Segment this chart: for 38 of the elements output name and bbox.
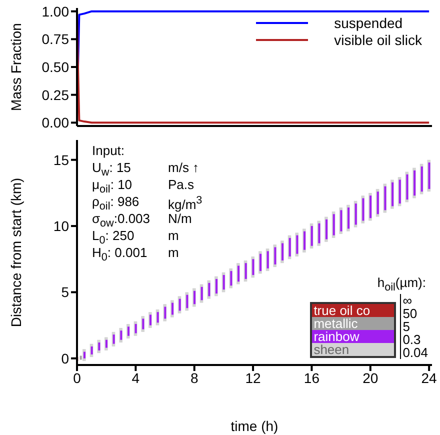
annotation: 0.3 bbox=[402, 332, 421, 347]
text: L$_{0}$: 250 m bbox=[92, 228, 179, 247]
text: H$_{0}$: 0.001 m bbox=[92, 245, 179, 264]
text: ρ$_{oil}$: 986 kg/m$^{3}$ bbox=[92, 194, 202, 213]
y-tick-label: 0.25 bbox=[42, 86, 70, 103]
y-tick-label: 0.75 bbox=[42, 31, 70, 48]
x-tick-label: 24 bbox=[421, 370, 438, 386]
annotation: 5 bbox=[402, 319, 410, 334]
text: true oil co bbox=[314, 303, 370, 318]
legend-label: visible oil slick bbox=[334, 32, 422, 48]
annotation: Input: bbox=[92, 143, 125, 158]
text: μ$_{oil}$: 10 Pa.s bbox=[92, 177, 194, 196]
y-tick-label: 10 bbox=[53, 218, 70, 234]
x-tick-label: 4 bbox=[132, 370, 140, 386]
y-tick-label: 0.50 bbox=[42, 58, 70, 75]
text: sheen bbox=[314, 342, 350, 357]
x-tick-label: 20 bbox=[362, 370, 378, 386]
y-axis-title: Mass Fraction bbox=[8, 23, 24, 111]
text: σ$_{ow}$:0.003 N/m bbox=[92, 211, 192, 230]
x-tick-label: 8 bbox=[190, 370, 198, 386]
text: metallic bbox=[314, 316, 358, 331]
text: U$_{w}$: 15 m/s ↑ bbox=[92, 160, 200, 179]
x-tick-label: 16 bbox=[304, 370, 320, 386]
x-tick-label: 12 bbox=[245, 370, 262, 386]
y-tick-label: 0 bbox=[61, 350, 70, 366]
annotation: ∞ bbox=[402, 293, 412, 308]
legend-title: h$_{oil}$(µm): bbox=[377, 275, 426, 294]
x-axis-title: time (h) bbox=[230, 418, 278, 434]
x-tick-label: 0 bbox=[73, 370, 82, 386]
y-tick-label: 1.00 bbox=[42, 3, 70, 20]
annotation: 50 bbox=[402, 306, 418, 321]
text: rainbow bbox=[314, 329, 360, 344]
y-axis-title: Distance from start (km) bbox=[8, 178, 24, 328]
legend-label: suspended bbox=[334, 14, 403, 30]
y-tick-label: 15 bbox=[53, 152, 70, 168]
y-tick-label: 5 bbox=[61, 284, 70, 300]
y-tick-label: 0.00 bbox=[42, 114, 70, 131]
annotation: 0.04 bbox=[402, 345, 428, 360]
